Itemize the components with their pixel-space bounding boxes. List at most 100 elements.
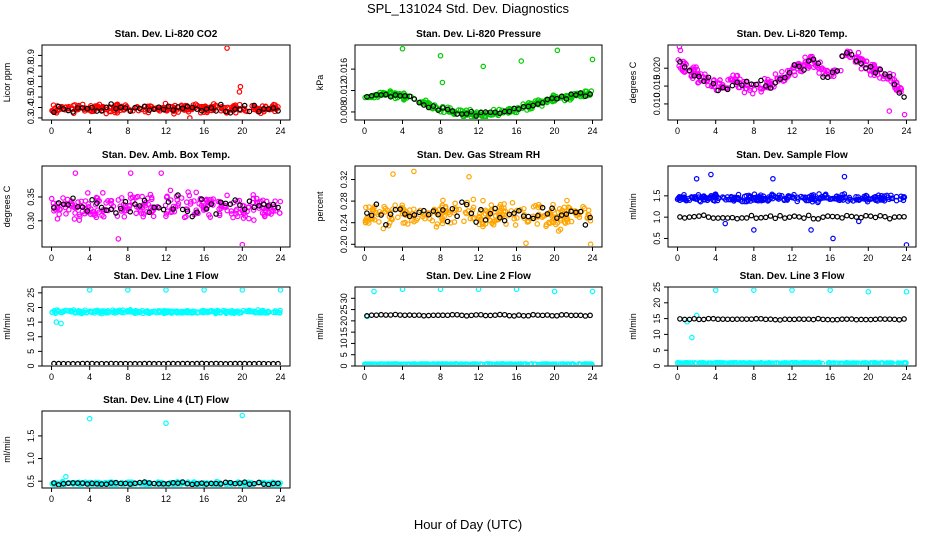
points-layer bbox=[362, 46, 596, 119]
y-tick-label: 0.20 bbox=[339, 236, 349, 254]
plot-frame bbox=[41, 410, 291, 489]
hourly-point bbox=[853, 316, 860, 323]
hourly-point bbox=[55, 200, 62, 206]
hourly-point bbox=[558, 312, 565, 318]
data-point bbox=[404, 93, 410, 99]
hourly-point bbox=[696, 73, 702, 80]
hourly-point bbox=[829, 69, 836, 75]
outlier-point bbox=[72, 170, 79, 176]
hourly-point bbox=[767, 85, 774, 91]
hourly-point bbox=[805, 58, 812, 64]
hourly-point bbox=[758, 214, 764, 221]
hourly-point bbox=[896, 214, 903, 220]
y-tick-label: 20 bbox=[339, 316, 349, 326]
data-point bbox=[118, 195, 125, 201]
hourly-point bbox=[440, 312, 446, 319]
data-point bbox=[393, 361, 399, 365]
hourly-point bbox=[867, 63, 874, 70]
hourly-point bbox=[686, 67, 693, 74]
outlier-point bbox=[58, 320, 64, 327]
y-axis-label: ml/min bbox=[628, 313, 638, 340]
hourly-point bbox=[213, 108, 219, 114]
data-point bbox=[711, 192, 718, 198]
data-point bbox=[840, 197, 846, 203]
x-tick-label: 4 bbox=[713, 126, 718, 136]
data-point bbox=[193, 189, 200, 196]
hourly-point bbox=[122, 360, 129, 365]
data-point bbox=[223, 308, 229, 314]
x-tick-label: 8 bbox=[438, 253, 443, 263]
points-layer bbox=[674, 288, 910, 365]
data-point bbox=[178, 308, 185, 315]
data-point bbox=[887, 360, 894, 365]
outlier-point bbox=[751, 288, 757, 293]
x-tick-label: 0 bbox=[362, 253, 367, 263]
panel-5: Stan. Dev. Gas Stream RH percent 0 4 8 12 16 20… bbox=[315, 150, 603, 263]
y-axis-label: percent bbox=[315, 191, 325, 222]
y-tick-label: 0 bbox=[652, 363, 662, 368]
hourly-point bbox=[430, 312, 437, 319]
hourly-point bbox=[748, 212, 755, 219]
hourly-point bbox=[834, 68, 841, 74]
hourly-point bbox=[146, 209, 153, 216]
data-point bbox=[894, 82, 901, 89]
data-point bbox=[700, 193, 707, 200]
panel-8: Stan. Dev. Line 2 Flow ml/min 0 4 8 12 16 20 24 0… bbox=[315, 271, 603, 382]
data-point bbox=[775, 360, 782, 365]
hourly-point bbox=[74, 360, 81, 365]
hourly-point bbox=[824, 213, 831, 219]
x-tick-label: 8 bbox=[438, 372, 443, 382]
hourly-point bbox=[151, 106, 157, 113]
data-point bbox=[694, 66, 701, 73]
data-point bbox=[454, 361, 460, 365]
hourly-point bbox=[435, 211, 441, 218]
data-point bbox=[884, 360, 891, 365]
x-tick-label: 24 bbox=[901, 253, 911, 263]
hourly-point bbox=[65, 107, 72, 114]
data-point bbox=[71, 216, 78, 222]
y-tick-label: 0.010 bbox=[652, 93, 662, 116]
x-tick-label: 12 bbox=[161, 253, 171, 263]
data-point bbox=[400, 220, 406, 226]
hourly-point bbox=[103, 104, 110, 111]
x-tick-label: 4 bbox=[400, 126, 405, 136]
hourly-point bbox=[198, 108, 205, 114]
y-tick-label: 0.30 bbox=[26, 212, 36, 230]
data-point bbox=[794, 360, 800, 365]
data-point bbox=[821, 66, 827, 73]
data-point bbox=[493, 361, 500, 365]
data-point bbox=[900, 194, 906, 201]
hourly-point bbox=[411, 312, 418, 319]
data-point bbox=[438, 361, 444, 365]
hourly-point bbox=[492, 205, 498, 212]
hourly-point bbox=[520, 312, 527, 319]
panel-title: Stan. Dev. Amb. Box Temp. bbox=[102, 150, 230, 161]
hourly-point bbox=[411, 96, 418, 102]
hourly-point bbox=[179, 360, 186, 365]
data-point bbox=[870, 62, 877, 69]
panel-1: Stan. Dev. Li-820 CO2 Licor ppm 0 4 8 12 16 20 2… bbox=[2, 29, 291, 136]
hourly-point bbox=[406, 312, 413, 318]
data-point bbox=[707, 360, 714, 365]
hourly-point bbox=[739, 82, 745, 89]
hourly-point bbox=[241, 206, 248, 213]
hourly-point bbox=[786, 316, 793, 323]
hourly-point bbox=[573, 92, 579, 98]
hourly-point bbox=[891, 316, 898, 323]
hourly-point bbox=[444, 106, 451, 113]
hourly-point bbox=[530, 311, 536, 318]
y-axis-label: ml/min bbox=[628, 193, 638, 220]
hourly-point bbox=[94, 200, 100, 206]
hourly-point bbox=[554, 312, 560, 319]
hourly-point bbox=[492, 312, 498, 318]
outlier-point bbox=[708, 171, 714, 178]
hourly-point bbox=[127, 208, 134, 215]
data-point bbox=[509, 199, 516, 206]
y-tick-label: 0.5 bbox=[652, 232, 662, 245]
data-point bbox=[900, 197, 907, 204]
hourly-point bbox=[241, 102, 248, 109]
y-axis-label: ml/min bbox=[2, 436, 12, 463]
outlier-point bbox=[770, 175, 776, 182]
x-tick-label: 16 bbox=[825, 126, 835, 136]
hourly-point bbox=[853, 58, 860, 64]
